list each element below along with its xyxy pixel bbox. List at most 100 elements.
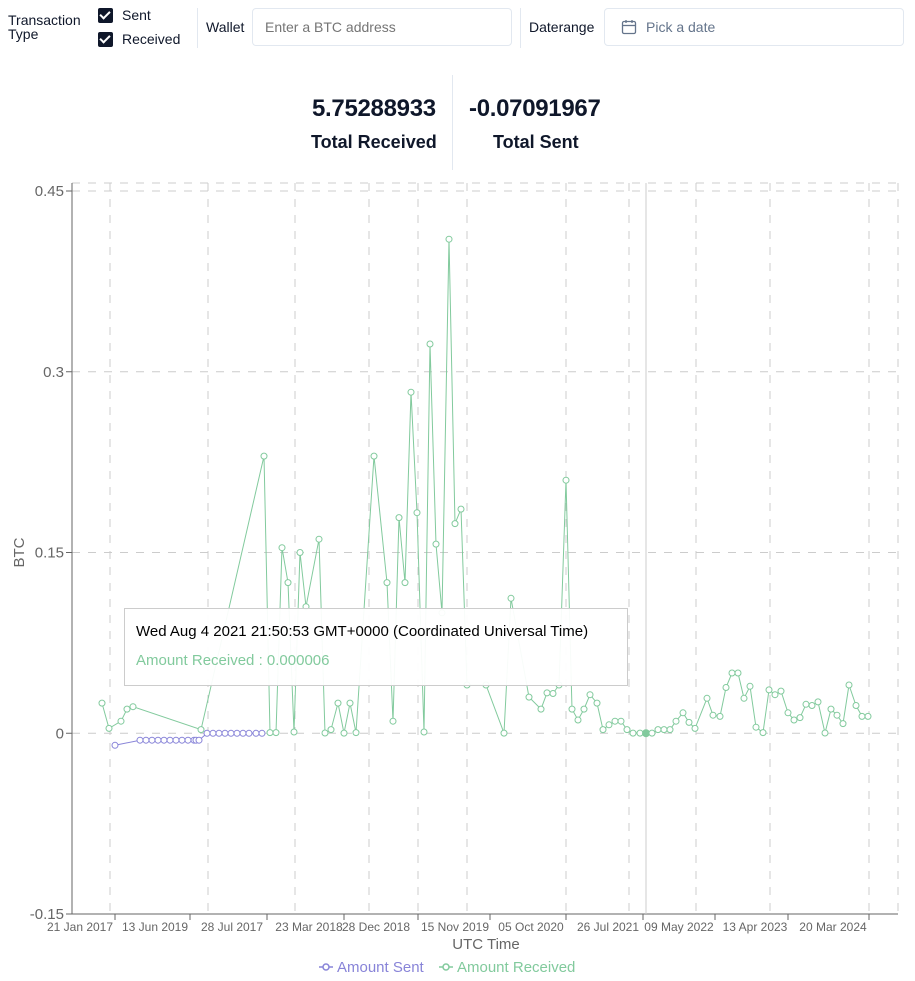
data-point — [777, 687, 785, 695]
totals-divider — [452, 75, 453, 170]
totals-panel: 5.75288933 Total Received -0.07091967 To… — [0, 75, 915, 170]
data-point — [666, 726, 674, 734]
data-point — [537, 705, 545, 713]
data-point — [568, 705, 576, 713]
data-point — [136, 736, 144, 744]
x-tick-label: 05 Oct 2020 — [498, 920, 564, 934]
data-point — [796, 714, 804, 722]
data-point — [346, 699, 354, 707]
data-point — [315, 535, 323, 543]
data-point — [814, 698, 822, 706]
data-point — [858, 712, 866, 720]
x-tick-label: 23 Mar 2018 — [275, 920, 343, 934]
y-tick-label: -0.15 — [30, 906, 64, 923]
data-point — [605, 721, 613, 729]
data-point — [197, 726, 205, 734]
data-point — [166, 736, 174, 744]
data-point — [593, 699, 601, 707]
data-point — [507, 594, 515, 602]
data-point — [352, 729, 360, 737]
data-point — [586, 691, 594, 699]
sent-checkbox[interactable]: Sent — [98, 7, 151, 23]
legend-marker-icon — [322, 963, 330, 971]
data-point — [821, 729, 829, 737]
data-point — [703, 694, 711, 702]
data-point — [679, 709, 687, 717]
data-point — [500, 729, 508, 737]
data-point — [370, 452, 378, 460]
daterange-label: Daterange — [529, 19, 595, 35]
data-point — [278, 544, 286, 552]
wallet-input[interactable] — [252, 8, 512, 46]
data-point — [239, 729, 247, 737]
data-point — [290, 728, 298, 736]
legend-item-amount-sent[interactable]: Amount Sent — [319, 959, 425, 976]
data-point — [685, 718, 693, 726]
data-point — [654, 726, 662, 734]
legend-item-amount-received[interactable]: Amount Received — [439, 959, 575, 976]
x-tick-label: 13 Apr 2023 — [723, 920, 788, 934]
x-tick-label: 13 Jun 2019 — [122, 920, 188, 934]
data-point — [765, 686, 773, 694]
chart-legend[interactable]: Amount Sent Amount Received — [319, 959, 575, 976]
x-tick-label: 21 Jan 2017 — [47, 920, 113, 934]
data-point — [808, 702, 816, 709]
y-tick-label: 0.15 — [35, 545, 64, 562]
data-point — [629, 729, 637, 737]
data-point — [296, 549, 304, 556]
data-point — [740, 694, 748, 702]
data-point — [672, 717, 680, 725]
data-point — [611, 717, 619, 725]
data-point — [827, 705, 835, 713]
filter-divider — [520, 8, 521, 48]
data-point — [771, 691, 779, 699]
data-point — [617, 717, 625, 725]
legend-label: Amount Received — [457, 959, 575, 976]
filter-bar: Transaction Type Sent Received Wallet Da… — [0, 0, 915, 60]
data-point — [599, 726, 607, 734]
data-point — [746, 682, 754, 690]
data-point — [260, 452, 268, 460]
sent-checkbox-label: Sent — [122, 7, 151, 23]
data-point — [160, 736, 168, 744]
x-axis-title: UTC Time — [452, 936, 520, 953]
data-point — [580, 705, 588, 713]
data-point — [227, 729, 235, 737]
tooltip-date: Wed Aug 4 2021 21:50:53 GMT+0000 (Coordi… — [136, 623, 589, 640]
data-point — [389, 717, 397, 725]
legend-marker-icon — [442, 963, 450, 971]
date-placeholder: Pick a date — [646, 19, 716, 35]
data-point — [98, 699, 106, 707]
y-tick-label: 0.3 — [43, 364, 64, 381]
x-tick-label: 20 Mar 2024 — [799, 920, 867, 934]
data-point — [383, 579, 391, 587]
data-point — [709, 711, 717, 719]
data-point — [395, 514, 403, 522]
data-point — [111, 741, 119, 749]
data-point — [195, 736, 203, 744]
date-picker-button[interactable]: Pick a date — [604, 8, 904, 46]
data-point — [734, 669, 742, 677]
data-point — [327, 726, 335, 734]
received-check-icon[interactable] — [98, 31, 113, 47]
chart-axes: -0.15 0 0.15 0.3 0.45 21 Jan 2017 13 Jun 2019 2… — [11, 183, 898, 953]
data-point — [432, 540, 440, 548]
tooltip-amount: Amount Received : 0.000006 — [136, 652, 330, 669]
data-point — [284, 579, 292, 587]
data-point — [642, 729, 650, 738]
btc-transactions-chart[interactable]: -0.15 0 0.15 0.3 0.45 21 Jan 2017 13 Jun 2019 2… — [0, 175, 915, 981]
data-point — [154, 736, 162, 744]
filter-divider — [197, 8, 198, 48]
data-point — [802, 700, 810, 708]
sent-check-icon[interactable] — [98, 7, 113, 23]
tooltip-amount-value: 0.000006 — [266, 652, 330, 669]
data-point — [790, 716, 798, 724]
x-tick-label: 15 Nov 2019 — [421, 920, 489, 934]
chart-grid — [72, 182, 899, 914]
data-point — [334, 699, 342, 707]
data-point — [716, 712, 724, 720]
x-tick-label: 28 Jul 2017 — [201, 920, 263, 934]
data-point — [252, 729, 260, 737]
data-point — [451, 520, 459, 528]
received-checkbox[interactable]: Received — [98, 31, 180, 47]
